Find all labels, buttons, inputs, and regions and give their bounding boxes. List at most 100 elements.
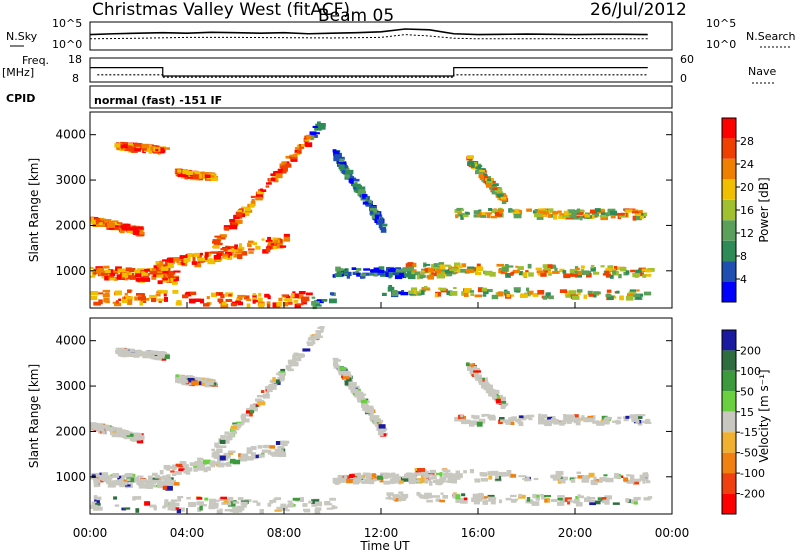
range-cell bbox=[171, 275, 180, 278]
range-cell bbox=[439, 269, 446, 273]
range-cell bbox=[416, 272, 425, 276]
range-cell bbox=[419, 289, 423, 293]
range-cell bbox=[183, 258, 189, 263]
range-cell bbox=[526, 208, 532, 212]
range-cell bbox=[383, 480, 391, 485]
range-cell bbox=[293, 299, 299, 303]
range-cell bbox=[387, 494, 391, 499]
range-cell bbox=[355, 184, 361, 189]
range-cell bbox=[456, 207, 464, 211]
velocity-colorbar-swatch bbox=[722, 330, 736, 351]
range-cell bbox=[442, 477, 447, 481]
range-cell bbox=[521, 416, 527, 421]
range-cell bbox=[125, 267, 132, 272]
range-cell bbox=[640, 213, 646, 218]
range-cell bbox=[604, 501, 610, 505]
range-cell bbox=[571, 209, 580, 213]
range-cell bbox=[633, 496, 641, 501]
freq-unit: [MHz] bbox=[2, 66, 34, 79]
range-cell bbox=[390, 480, 395, 485]
range-cell bbox=[216, 448, 223, 453]
range-cell bbox=[283, 440, 290, 444]
range-cell bbox=[189, 462, 195, 467]
range-cell bbox=[483, 500, 489, 505]
range-cell bbox=[629, 289, 637, 294]
range-cell bbox=[481, 287, 488, 292]
range-cell bbox=[614, 473, 619, 477]
range-cell bbox=[632, 215, 637, 221]
range-cell bbox=[538, 413, 542, 418]
range-cell bbox=[401, 478, 409, 482]
range-cell bbox=[234, 254, 239, 258]
range-cell bbox=[182, 376, 188, 379]
velocity-colorbar-swatch bbox=[722, 432, 736, 453]
range-cell bbox=[600, 215, 608, 221]
range-cell bbox=[267, 304, 271, 308]
range-cell bbox=[149, 270, 158, 275]
range-cell bbox=[386, 492, 394, 496]
range-cell bbox=[535, 497, 541, 501]
range-cell bbox=[114, 504, 120, 507]
range-cell bbox=[264, 444, 270, 449]
range-cell bbox=[167, 273, 174, 278]
range-cell bbox=[476, 421, 483, 427]
range-cell bbox=[401, 476, 407, 479]
range-cell bbox=[359, 395, 363, 399]
range-cell bbox=[478, 374, 482, 378]
range-cell bbox=[197, 257, 206, 262]
range-cell bbox=[309, 131, 317, 137]
range-cell bbox=[95, 423, 104, 427]
range-cell bbox=[571, 295, 580, 300]
range-cell bbox=[407, 274, 416, 280]
range-cell bbox=[280, 440, 287, 446]
range-cell bbox=[400, 291, 409, 296]
range-cell bbox=[214, 235, 222, 238]
range-cell bbox=[136, 438, 144, 444]
range-cell bbox=[640, 215, 645, 219]
range-cell bbox=[487, 494, 495, 498]
range-cell bbox=[326, 507, 333, 510]
range-cell bbox=[461, 493, 466, 497]
power-colorbar-tick: 20 bbox=[740, 181, 754, 194]
range-cell bbox=[515, 498, 519, 501]
range-cell bbox=[134, 496, 142, 500]
range-cell bbox=[576, 267, 580, 271]
range-cell bbox=[623, 417, 629, 422]
range-cell bbox=[525, 477, 529, 482]
range-cell bbox=[334, 154, 341, 159]
range-cell bbox=[574, 417, 582, 420]
range-cell bbox=[91, 501, 97, 505]
range-cell bbox=[169, 466, 177, 469]
range-cell bbox=[597, 421, 605, 426]
range-cell bbox=[180, 507, 185, 512]
range-cell bbox=[544, 208, 548, 212]
range-cell bbox=[156, 274, 164, 278]
range-cell bbox=[136, 145, 141, 149]
range-cell bbox=[581, 415, 585, 419]
range-cell bbox=[131, 477, 140, 482]
range-cell bbox=[236, 298, 240, 301]
range-cell bbox=[603, 474, 608, 477]
noise-tick-left-top: 10^5 bbox=[52, 17, 82, 30]
range-cell bbox=[479, 173, 484, 176]
range-cell bbox=[162, 505, 166, 509]
range-cell bbox=[118, 432, 125, 436]
range-cell bbox=[282, 301, 289, 307]
range-cell bbox=[281, 161, 287, 165]
range-cell bbox=[90, 291, 99, 296]
noise-tick-right-top: 10^5 bbox=[706, 17, 736, 30]
range-cell bbox=[256, 395, 264, 398]
range-cell bbox=[128, 226, 135, 231]
range-cell bbox=[229, 219, 236, 223]
range-cell bbox=[141, 276, 150, 280]
range-cell bbox=[215, 454, 221, 459]
range-cell bbox=[187, 253, 193, 258]
range-cell bbox=[482, 496, 490, 499]
range-cell bbox=[481, 212, 486, 217]
range-cell bbox=[562, 270, 567, 274]
range-cell bbox=[370, 269, 376, 273]
range-cell bbox=[474, 478, 481, 481]
range-cell bbox=[92, 222, 100, 227]
range-cell bbox=[627, 293, 634, 297]
range-cell bbox=[349, 474, 355, 479]
